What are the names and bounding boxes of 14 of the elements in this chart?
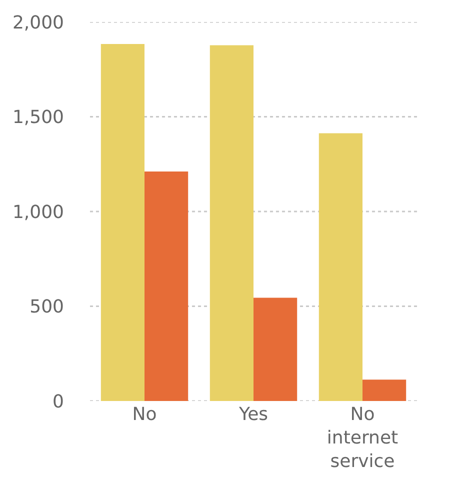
y-tick-label: 1,000	[12, 202, 64, 223]
x-tick-label: No	[132, 404, 157, 425]
x-tick-label: Yes	[238, 404, 268, 425]
bar	[318, 133, 362, 401]
bar	[210, 45, 254, 401]
bar	[100, 44, 144, 401]
y-tick-label: 1,500	[12, 107, 64, 128]
bar	[144, 172, 188, 401]
x-tick-label: No internet service	[326, 404, 398, 472]
y-tick-label: 0	[52, 391, 64, 412]
y-tick-label: 500	[30, 296, 64, 318]
bar	[254, 298, 298, 401]
bar	[362, 380, 406, 401]
y-tick-label: 2,000	[12, 12, 64, 34]
